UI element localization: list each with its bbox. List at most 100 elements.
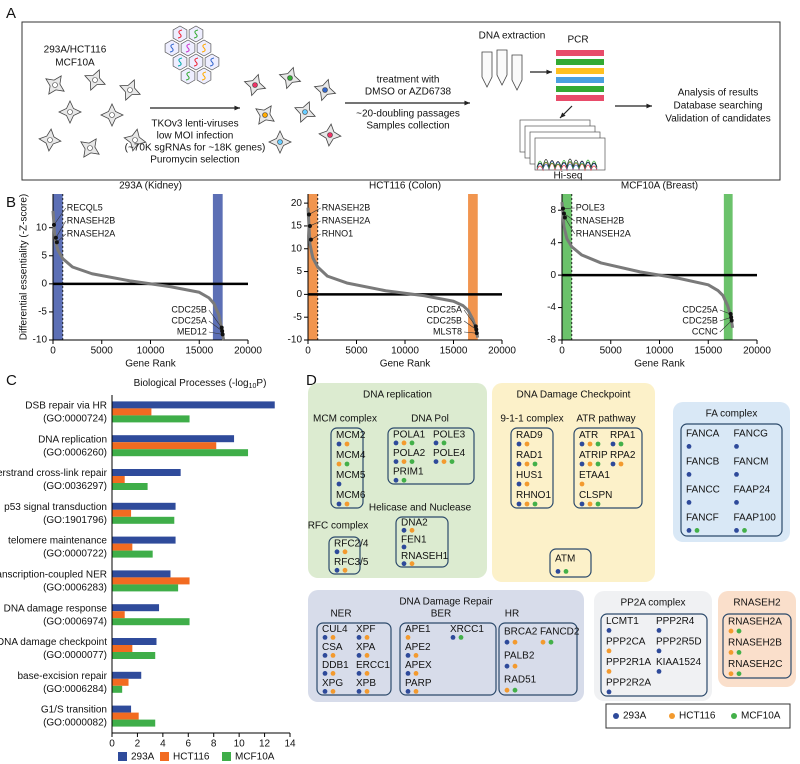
hit-dot <box>595 501 601 507</box>
x-tick-label: 20000 <box>743 346 771 357</box>
gene-name: FAAP24 <box>734 485 771 496</box>
gene-name: POLA2 <box>393 448 426 459</box>
hit-dot <box>686 528 692 533</box>
gene-name: PALB2 <box>504 650 535 661</box>
gene-name: ATM <box>555 554 575 565</box>
treatment-text: Samples collection <box>366 121 449 132</box>
cell-nucleus <box>262 112 268 118</box>
highlight-band <box>53 194 63 340</box>
hit-dot <box>336 481 342 487</box>
gene-label: RNASEH2A <box>67 228 116 238</box>
bar <box>112 415 190 423</box>
gene-name: POLA1 <box>393 429 426 440</box>
subgroup-title: RFC complex <box>308 521 369 532</box>
leader-line <box>308 207 321 215</box>
gene-name: CUL4 <box>322 624 348 635</box>
gel-band <box>556 95 604 101</box>
tube-icon <box>481 51 493 88</box>
trace-sheet <box>534 137 606 171</box>
cell-nucleus <box>109 112 115 118</box>
gene-label: CDC25B <box>682 315 718 325</box>
gene-point <box>51 222 56 227</box>
x-axis-label: Gene Rank <box>380 359 432 370</box>
gene-label: RHNO1 <box>322 228 354 238</box>
sgrna-icon <box>193 57 199 67</box>
extraction-text: DNA extraction <box>479 31 546 42</box>
treatment-text: treatment with <box>377 75 440 86</box>
group-title: DNA Damage Repair <box>399 597 493 608</box>
subgroup-box <box>399 622 497 696</box>
gene-name: APEX <box>405 660 432 671</box>
rank-curve <box>51 210 226 341</box>
hit-dot <box>516 481 522 487</box>
bar <box>112 678 129 686</box>
panel-label: D <box>306 372 317 389</box>
y-tick-label: 20 <box>291 198 303 209</box>
legend-box <box>605 703 791 729</box>
gene-point <box>474 327 479 332</box>
hit-dot <box>409 561 415 567</box>
legend-label: HCT116 <box>679 711 716 722</box>
hit-dot <box>334 567 340 573</box>
chart-title: HCT116 (Colon) <box>369 181 441 192</box>
gene-name: PARP <box>405 678 432 689</box>
hit-dot <box>449 459 455 464</box>
chart-title: MCF10A (Breast) <box>621 181 698 192</box>
hit-dot <box>364 635 370 640</box>
chart-title-sub: 10 <box>249 383 257 390</box>
leader-line <box>208 309 222 328</box>
leader-line <box>464 331 477 334</box>
hit-dot <box>409 527 415 533</box>
gel-band <box>556 86 604 92</box>
analysis-text: Analysis of results <box>678 88 759 99</box>
chart-title-part: P) <box>256 378 266 389</box>
cell-nucleus <box>52 82 58 88</box>
hit-dot <box>356 671 362 676</box>
x-tick-label: 6 <box>186 739 192 750</box>
gene-point <box>308 237 313 242</box>
bar <box>112 719 156 727</box>
bar <box>112 502 176 510</box>
hit-dot <box>409 440 415 446</box>
x-tick-label: 12 <box>259 739 271 750</box>
hit-dot <box>512 663 518 669</box>
gene-name: XPG <box>322 678 343 689</box>
hit-dot <box>610 441 616 447</box>
infection-text: (~70K sgRNAs for ~18K genes) <box>125 143 266 154</box>
category-id: (GO:0006284) <box>43 684 107 695</box>
hit-dot <box>413 689 419 694</box>
treatment-text: ~20-doubling passages <box>356 109 460 120</box>
hit-dot <box>409 459 415 464</box>
bar <box>112 638 157 645</box>
hit-dot <box>610 461 616 467</box>
y-axis-label: Differential essentiality (-Z-score) <box>19 194 30 341</box>
y-tick-label: 0 <box>41 278 47 289</box>
gene-name: RNASEH2B <box>728 638 782 649</box>
y-tick-label: -10 <box>288 335 303 346</box>
highlight-band <box>723 194 733 340</box>
subgroup-title: NER <box>330 609 351 620</box>
gene-label: MED12 <box>177 326 207 336</box>
group-title: DNA replication <box>363 390 432 401</box>
cell-nucleus <box>92 77 98 83</box>
hit-dot <box>393 440 399 446</box>
hit-dot <box>405 689 411 694</box>
hit-dot <box>606 669 612 674</box>
hit-dot <box>356 635 362 640</box>
hit-dot <box>524 501 530 507</box>
group-title: RNASEH2 <box>733 598 781 609</box>
gene-name: LCMT1 <box>606 616 639 627</box>
gene-name: ETAA1 <box>579 470 610 481</box>
hit-dot <box>433 440 439 446</box>
cell-nucleus <box>127 87 133 93</box>
sgrna-icon <box>185 43 191 53</box>
gene-name: APE1 <box>405 624 431 635</box>
hit-dot <box>401 477 407 483</box>
arrow-head <box>546 69 552 75</box>
cell-line-text: 293A/HCT116 <box>44 45 107 56</box>
hit-dot <box>686 472 692 477</box>
subgroup-title: ATR pathway <box>576 414 635 425</box>
group-background <box>673 402 790 542</box>
arrow-head <box>560 112 566 118</box>
leader-line <box>53 207 66 226</box>
